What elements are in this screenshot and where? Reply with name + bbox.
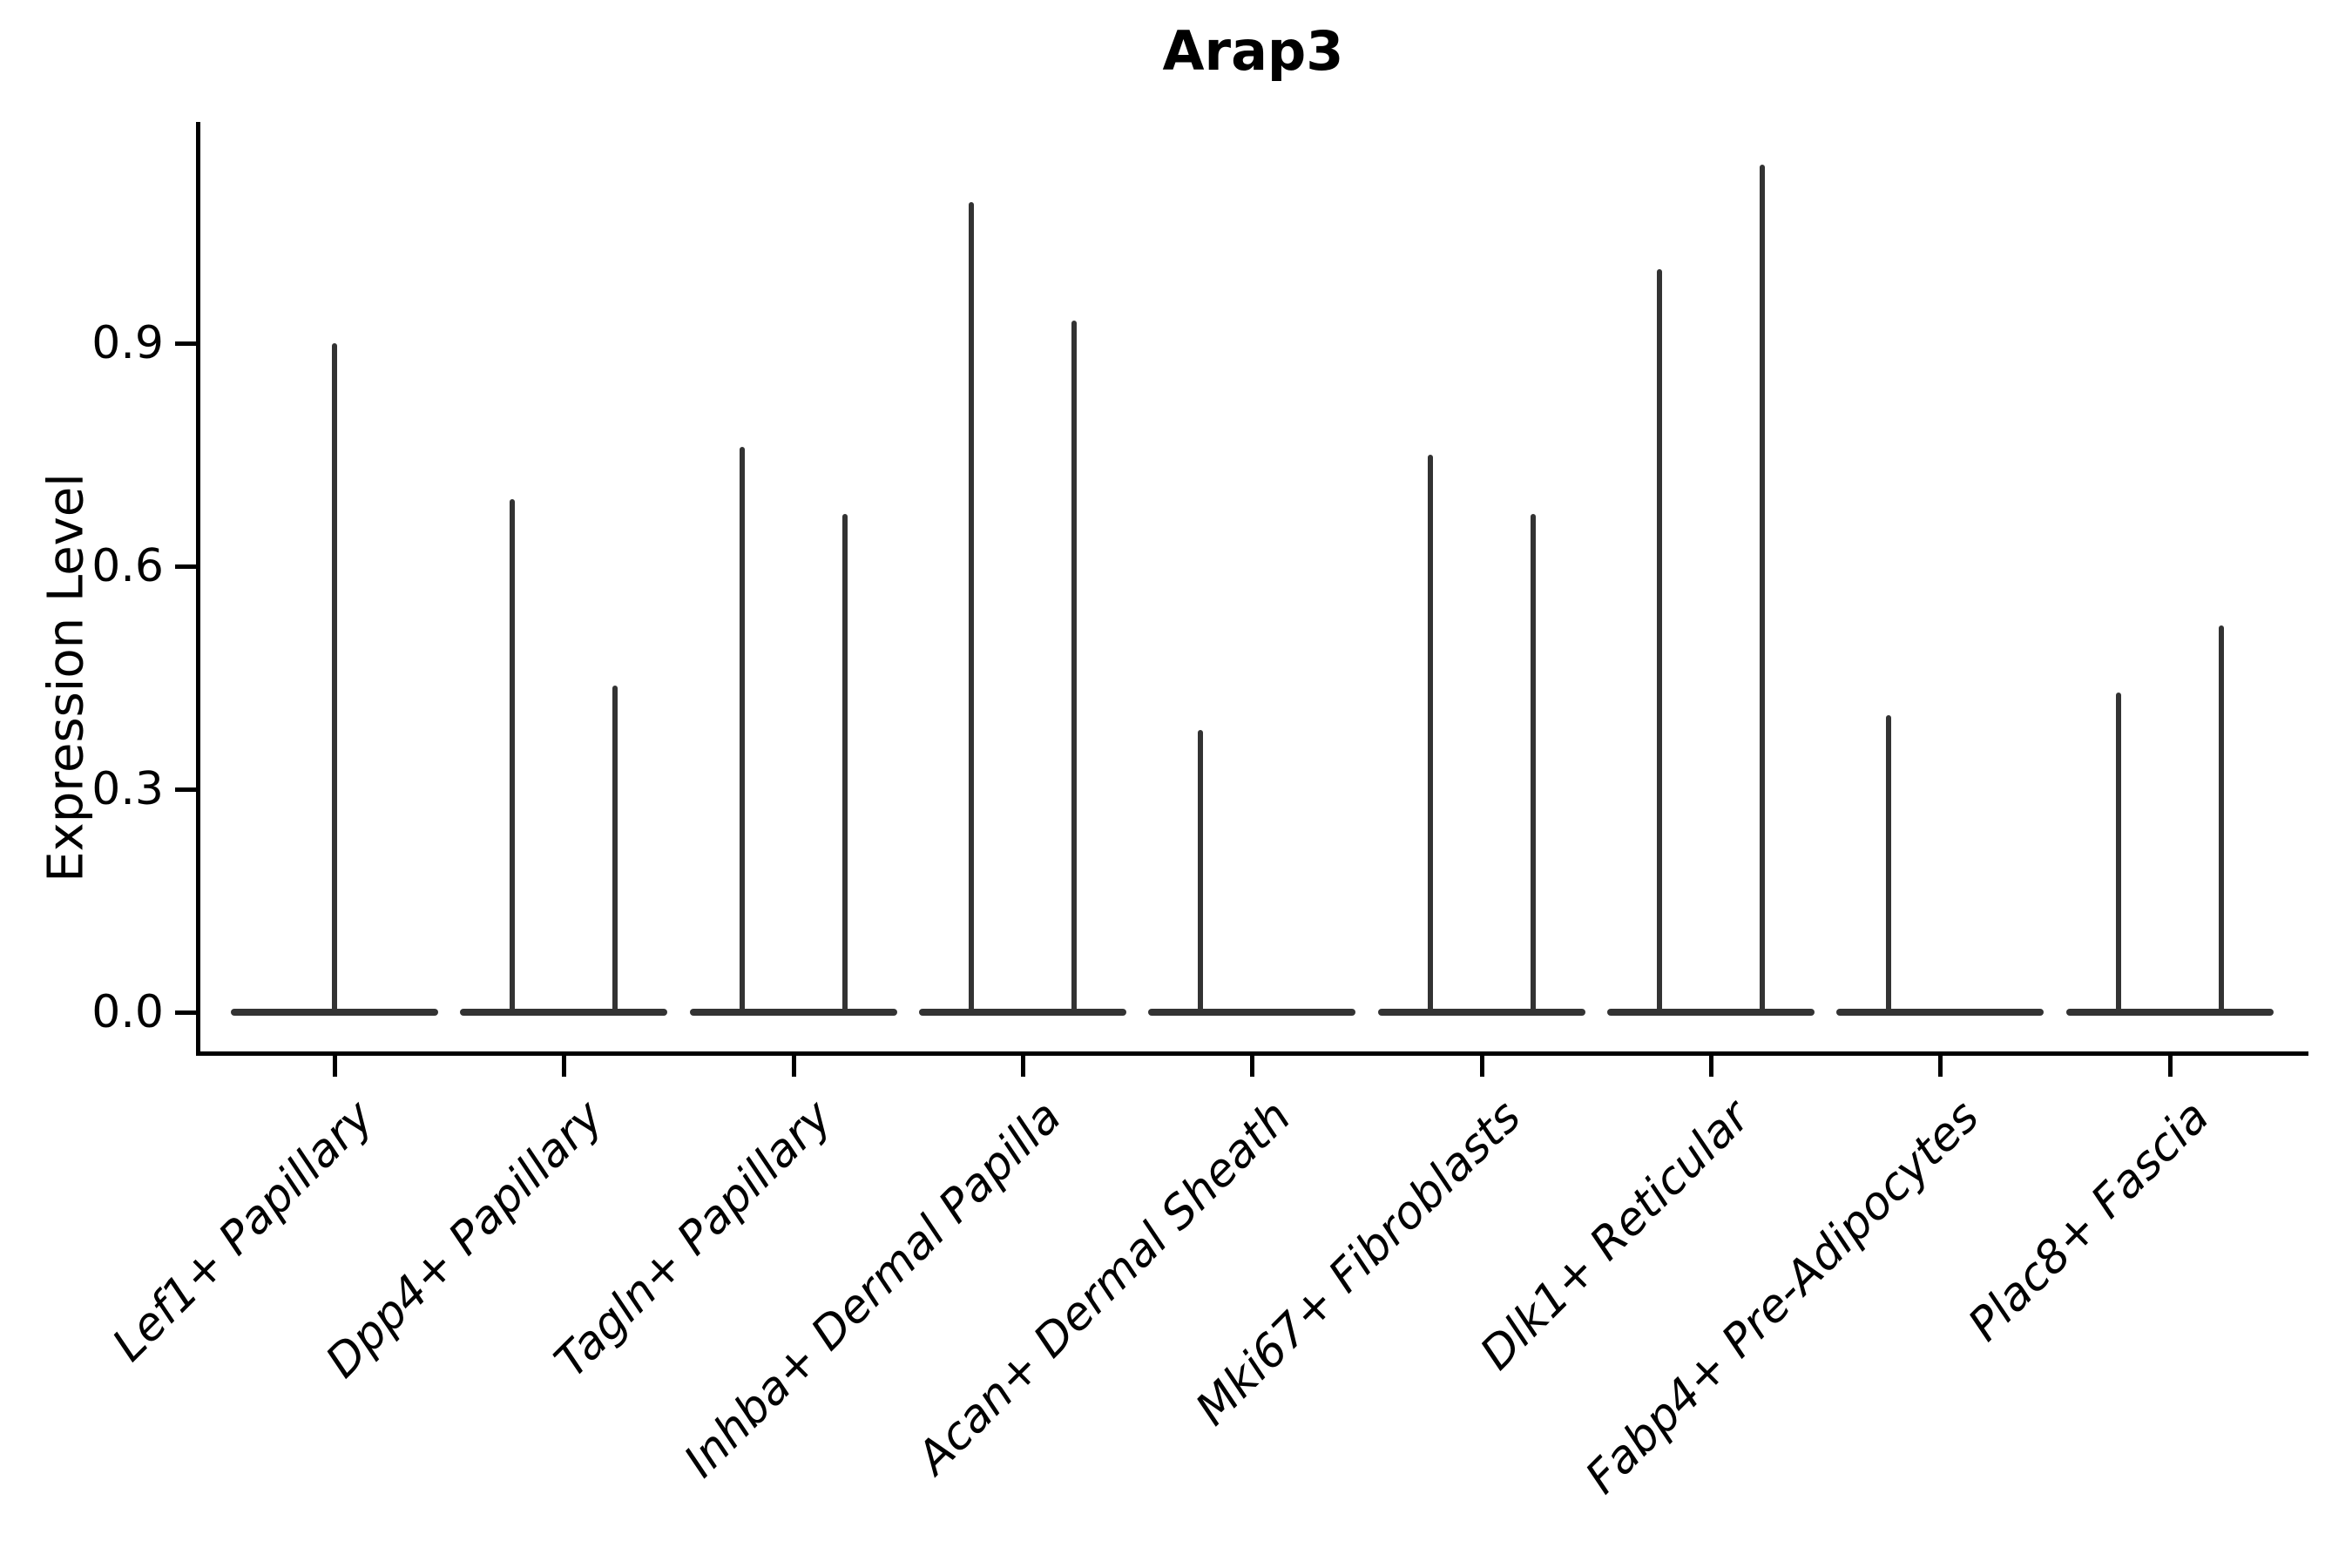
y-tick-label: 0.6 xyxy=(91,540,164,593)
y-tick-mark xyxy=(175,787,198,792)
violin-needle xyxy=(1427,455,1433,1012)
x-tick-label: Acan+ Dermal Sheath xyxy=(907,1091,1301,1484)
violin-baseline xyxy=(919,1009,1127,1016)
violin-needle xyxy=(1760,165,1766,1012)
violin-needle xyxy=(969,201,975,1012)
y-tick-mark xyxy=(175,341,198,347)
violin-needle xyxy=(1198,729,1204,1012)
x-tick-mark xyxy=(1479,1054,1484,1077)
violin-needle xyxy=(1886,714,1892,1012)
violin-baseline xyxy=(231,1009,438,1016)
violin-baseline xyxy=(460,1009,668,1016)
y-tick-label: 0.0 xyxy=(91,986,164,1038)
x-tick-label: Plac8+ Fascia xyxy=(1957,1091,2220,1352)
violin-baseline xyxy=(1607,1009,1815,1016)
violin-needle xyxy=(510,499,516,1012)
y-tick-mark xyxy=(175,564,198,570)
x-tick-mark xyxy=(562,1054,567,1077)
y-tick-label: 0.9 xyxy=(91,317,164,370)
violin-needle xyxy=(2218,625,2224,1012)
y-tick-label: 0.3 xyxy=(91,763,164,815)
x-tick-mark xyxy=(2167,1054,2173,1077)
violin-needle xyxy=(841,514,848,1012)
y-axis-label: Expression Level xyxy=(37,473,95,882)
x-tick-mark xyxy=(333,1054,337,1077)
violin-baseline xyxy=(689,1009,897,1016)
violin-baseline xyxy=(1836,1009,2044,1016)
violin-needle xyxy=(739,447,745,1012)
x-tick-mark xyxy=(1938,1054,1943,1077)
x-tick-mark xyxy=(1250,1054,1255,1077)
violin-needle xyxy=(1071,321,1078,1012)
violin-baseline xyxy=(1377,1009,1585,1016)
chart-title: Arap3 xyxy=(1162,19,1344,83)
x-tick-mark xyxy=(791,1054,796,1077)
violin-needle xyxy=(2115,693,2121,1012)
x-tick-mark xyxy=(1709,1054,1714,1077)
violin-needle xyxy=(612,685,618,1012)
y-tick-mark xyxy=(175,1010,198,1015)
violin-needle xyxy=(1657,268,1663,1012)
violin-needle xyxy=(1530,514,1536,1012)
x-tick-mark xyxy=(1021,1054,1026,1077)
y-axis-spine xyxy=(196,122,200,1056)
x-tick-label: Inhba+ Dermal Papilla xyxy=(674,1091,1072,1488)
violin-baseline xyxy=(1148,1009,1356,1016)
x-axis-spine xyxy=(196,1051,2308,1056)
violin-baseline xyxy=(2065,1009,2274,1016)
x-tick-label: Fabp4+ Pre-Adipocytes xyxy=(1576,1091,1990,1504)
violin-needle xyxy=(332,343,337,1012)
